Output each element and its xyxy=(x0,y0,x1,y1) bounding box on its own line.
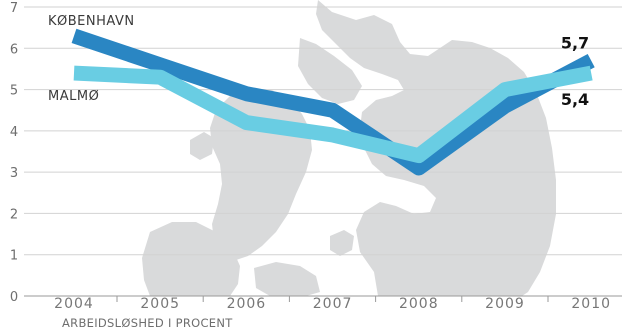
y-tick-label: 4 xyxy=(10,125,18,140)
map-background xyxy=(142,0,556,296)
end-value-label: 5,4 xyxy=(561,90,589,109)
x-tick-label: 2006 xyxy=(227,296,267,312)
series-labels: KØBENHAVN MALMØ 5,7 5,4 xyxy=(48,14,589,109)
y-tick-label: 5 xyxy=(10,84,18,99)
x-tick-label: 2005 xyxy=(140,296,180,312)
y-tick-label: 3 xyxy=(10,166,18,181)
y-tick-label: 0 xyxy=(10,290,18,305)
map-island-small-2 xyxy=(254,262,320,296)
x-tick-label: 2007 xyxy=(313,296,353,312)
map-island-small-1 xyxy=(190,132,214,160)
series-name-label: KØBENHAVN xyxy=(48,14,135,29)
x-tick-label: 2004 xyxy=(54,296,94,312)
y-tick-label: 6 xyxy=(10,42,18,57)
series-line-kobenhavn xyxy=(71,28,595,176)
y-tick-label: 1 xyxy=(10,249,18,264)
x-axis-title: ARBEIDSLØSHED I PROCENT xyxy=(62,316,233,330)
series-lines xyxy=(71,28,595,176)
x-tick-label: 2010 xyxy=(571,296,611,312)
series-line-malmo xyxy=(73,65,593,164)
x-tick-label: 2008 xyxy=(399,296,439,312)
grid-lines xyxy=(24,6,622,256)
x-tick-label: 2009 xyxy=(485,296,525,312)
y-axis: 0 1 2 3 4 5 6 7 xyxy=(10,1,18,305)
end-value-label: 5,7 xyxy=(561,34,589,53)
map-island-small-3 xyxy=(330,230,354,256)
y-tick-label: 7 xyxy=(10,1,18,16)
map-island-southwest xyxy=(142,222,240,296)
y-tick-label: 2 xyxy=(10,207,18,222)
x-axis: 2004 2005 2006 2007 2008 2009 2010 xyxy=(54,296,611,312)
map-coast-north xyxy=(298,38,362,104)
series-name-label: MALMØ xyxy=(48,89,99,104)
